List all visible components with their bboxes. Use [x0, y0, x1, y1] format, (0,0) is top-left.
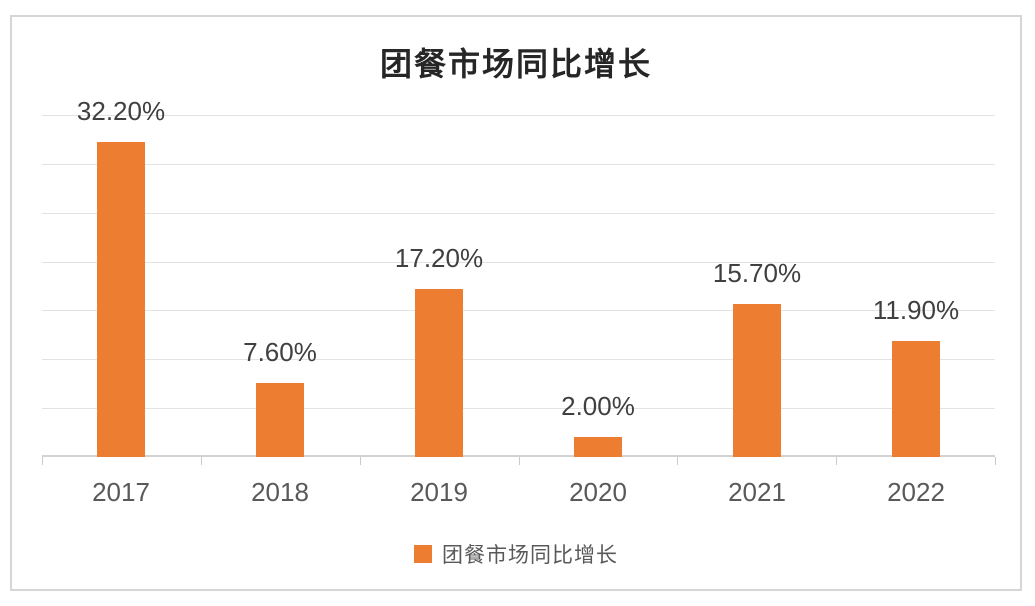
data-label-2019: 17.20%	[394, 243, 484, 273]
data-label-2020: 2.00%	[561, 391, 635, 421]
gridline-10	[42, 359, 995, 361]
bar-2022	[892, 341, 940, 457]
x-axis-label-2021: 2021	[728, 477, 786, 507]
gridline-5	[42, 408, 995, 410]
gridline-20	[42, 261, 995, 263]
chart-title: 团餐市场同比增长	[379, 46, 652, 82]
x-axis-label-2020: 2020	[569, 477, 627, 507]
data-label-2021: 15.70%	[712, 258, 802, 288]
bar-2017	[97, 142, 145, 457]
data-label-2017: 32.20%	[76, 96, 166, 126]
x-axis-tick	[995, 457, 996, 465]
legend: 团餐市场同比增长	[12, 539, 1020, 569]
x-axis-tick	[836, 457, 837, 465]
bar-2019	[415, 289, 463, 457]
bar-2020	[574, 437, 622, 457]
x-axis-tick	[42, 457, 43, 465]
x-axis-tick	[201, 457, 202, 465]
legend-swatch-icon	[414, 545, 432, 563]
x-axis-tick	[677, 457, 678, 465]
bar-2018	[256, 383, 304, 457]
x-axis-tick	[519, 457, 520, 465]
x-axis-tick	[360, 457, 361, 465]
bar-2021	[733, 304, 781, 457]
gridline-30	[42, 163, 995, 165]
gridline-15	[42, 310, 995, 312]
x-axis-label-2022: 2022	[887, 477, 945, 507]
data-label-2018: 7.60%	[243, 337, 317, 367]
legend-label: 团餐市场同比增长	[442, 544, 618, 567]
gridline-35	[42, 115, 995, 116]
plot-area: 32.20% 2017 7.60% 2018 17.20% 2019 2.00% 2020 15…	[42, 17, 996, 506]
data-label-2022: 11.90%	[872, 295, 960, 325]
x-axis-label-2019: 2019	[410, 477, 468, 507]
chart-frame: 团餐市场同比增长 32.20% 2017 7.60% 2018 17.20% 2019 2.…	[10, 15, 1022, 591]
gridline-25	[42, 212, 995, 214]
x-axis-label-2017: 2017	[92, 477, 150, 507]
x-axis-label-2018: 2018	[251, 477, 309, 507]
